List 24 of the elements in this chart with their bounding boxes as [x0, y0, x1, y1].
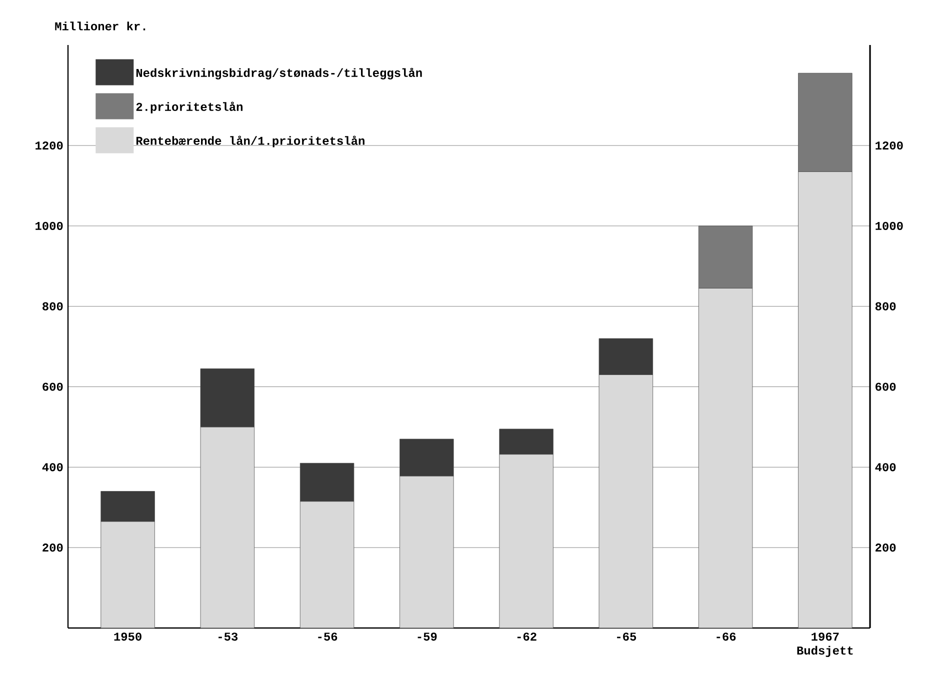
y2-tick-label: 800: [875, 302, 896, 310]
y-tick-label: 200: [42, 544, 63, 552]
x-tick-label: -65: [617, 632, 636, 641]
x-tick-label: 1950: [114, 632, 142, 641]
y2-tick-label: 200: [876, 544, 896, 552]
y-tick-label: 400: [42, 463, 63, 472]
y-axis-title: Millioner kr.: [55, 22, 146, 30]
y-tick-label: 1000: [36, 222, 63, 230]
y2-tick-label: 400: [875, 463, 896, 472]
x-tick-label: -66: [716, 632, 736, 641]
legend-label: Rentebærende lån/1.prioritetslån: [136, 136, 364, 148]
y-tick-label: 600: [42, 382, 63, 391]
x-tick-label: -53: [218, 632, 238, 641]
x-tick-label: 1967 Budsjett: [797, 632, 853, 658]
y2-tick-label: 600: [876, 382, 896, 391]
x-tick-label: -56: [318, 632, 338, 641]
y2-tick-label: 1000: [876, 222, 903, 230]
x-tick-label: -59: [418, 632, 437, 641]
y-tick-label: 1200: [36, 141, 63, 150]
legend-label: 2.prioritetslån: [136, 102, 242, 114]
y2-tick-label: 1200: [876, 141, 903, 150]
y-tick-label: 800: [42, 302, 63, 310]
legend-label: Nedskrivningsbidrag/stønads-/tilleggslån: [136, 68, 422, 80]
x-tick-label: -62: [517, 632, 536, 641]
